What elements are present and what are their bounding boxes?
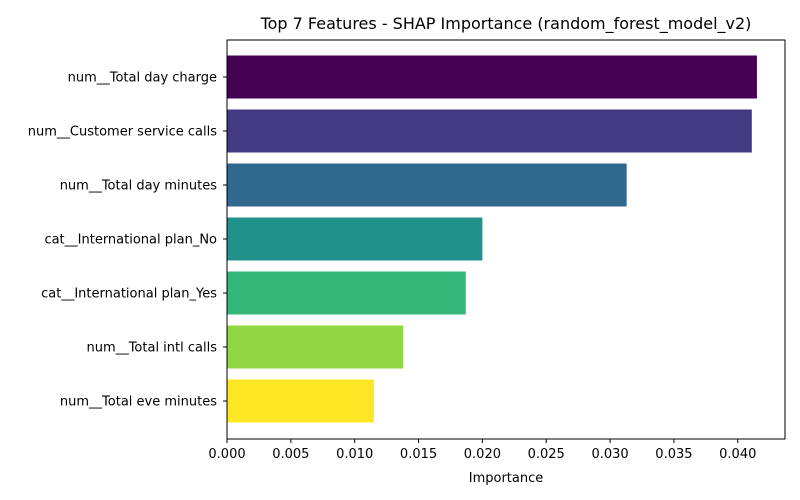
x-tick-label: 0.000 (208, 447, 245, 462)
x-tick-label: 0.030 (591, 447, 628, 462)
y-tick-label: num__Total intl calls (87, 341, 218, 356)
plot-frame (226, 39, 786, 440)
bar (227, 109, 752, 153)
x-tick-label: 0.035 (655, 447, 692, 462)
y-tick-label: num__Total day minutes (60, 179, 218, 194)
x-tick-label: 0.020 (464, 447, 501, 462)
chart-title: Top 7 Features - SHAP Importance (random… (260, 14, 752, 34)
y-tick-label: num__Customer service calls (28, 125, 217, 140)
x-tick-label: 0.005 (272, 447, 309, 462)
bar (227, 271, 466, 315)
y-axis-ticks: num__Total day charge num__Customer servi… (28, 71, 227, 410)
y-tick-label: cat__International plan_Yes (41, 287, 217, 302)
x-tick-label: 0.040 (719, 447, 756, 462)
y-tick-label: num__Total eve minutes (60, 395, 217, 410)
y-tick-label: cat__International plan_No (44, 233, 217, 248)
bar (227, 55, 757, 99)
bars-group (227, 55, 757, 423)
x-axis-label: Importance (469, 471, 544, 486)
x-tick-label: 0.010 (336, 447, 373, 462)
x-axis-ticks: 0.000 0.005 0.010 0.015 0.020 0.025 0.030 0.035… (208, 439, 756, 462)
bar (227, 163, 627, 207)
x-tick-label: 0.015 (400, 447, 437, 462)
bar (227, 217, 483, 261)
bar (227, 379, 374, 423)
y-tick-label: num__Total day charge (68, 71, 217, 86)
x-tick-label: 0.025 (528, 447, 565, 462)
bar (227, 325, 404, 369)
